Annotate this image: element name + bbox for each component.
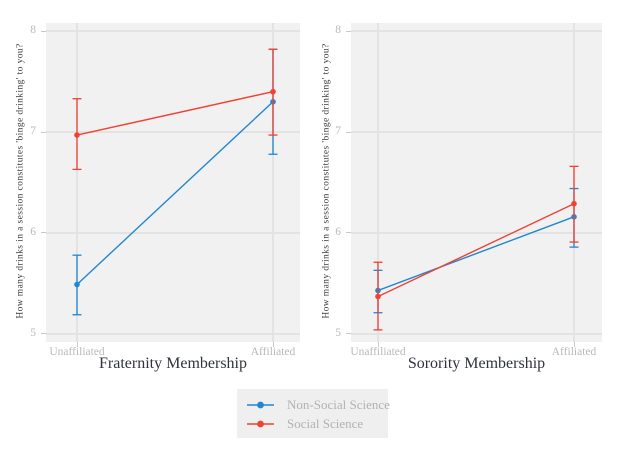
plot-panel-fraternity (46, 23, 300, 342)
x-tick-label: Unaffiliated (49, 346, 105, 358)
y-tick-label: 8 (30, 24, 36, 37)
y-tick-mark (41, 131, 46, 133)
plot-svg (72, 48, 278, 316)
gridline-h (351, 30, 602, 33)
x-tick-mark (76, 342, 78, 347)
x-tick-mark (377, 342, 379, 347)
series-line (76, 90, 274, 136)
x-tick-label: Affiliated (551, 346, 597, 358)
y-tick-mark (346, 232, 351, 234)
gridline-v (76, 23, 78, 342)
data-point (571, 200, 577, 207)
plot-svg (373, 165, 579, 331)
y-tick-label: 7 (335, 125, 341, 138)
y-tick-label: 5 (30, 326, 36, 339)
gridline-h (46, 332, 300, 335)
y-tick-label: 7 (30, 125, 36, 138)
y-tick-mark (346, 333, 351, 335)
y-axis-title-fraternity: How many drinks in a session constitutes… (15, 43, 26, 319)
x-axis-title-sorority: Sorority Membership (407, 355, 546, 372)
y-tick-mark (346, 131, 351, 133)
gridline-v (272, 23, 274, 342)
series-social-science (72, 48, 278, 171)
series-line (377, 203, 575, 298)
data-point (74, 132, 80, 138)
gridline-h (351, 332, 602, 335)
x-axis-title-fraternity: Fraternity Membership (99, 355, 247, 372)
series-line (76, 101, 274, 285)
legend-key-icon (247, 401, 274, 409)
gridline-h (46, 131, 300, 134)
y-tick-label: 5 (335, 326, 341, 339)
legend-label: Non-Social Science (287, 397, 390, 412)
gridline-h (46, 30, 300, 33)
y-tick-mark (41, 232, 46, 234)
y-tick-label: 6 (30, 225, 36, 238)
x-tick-mark (573, 342, 575, 347)
legend-entry: Non-Social Science (237, 395, 390, 415)
y-tick-label: 6 (335, 225, 341, 238)
y-tick-mark (346, 30, 351, 32)
legend-entry: Social Science (237, 414, 388, 434)
gridline-h (351, 231, 602, 234)
legend-key-icon (247, 420, 274, 428)
x-tick-label: Affiliated (250, 346, 296, 358)
series-social-science (373, 165, 579, 331)
data-point (375, 293, 381, 300)
y-axis-title-sorority: How many drinks in a session constitutes… (321, 43, 332, 319)
series-non-social-science (72, 48, 278, 316)
x-tick-mark (272, 342, 274, 347)
x-tick-label: Unaffiliated (350, 346, 406, 358)
data-point (270, 88, 276, 95)
plot-panel-sorority (351, 23, 602, 342)
y-tick-mark (41, 333, 46, 335)
legend: Non-Social Science Social Science (237, 389, 390, 438)
y-tick-mark (41, 30, 46, 32)
gridline-h (46, 231, 300, 234)
legend-label: Social Science (287, 416, 364, 431)
gridline-v (377, 23, 379, 342)
y-tick-label: 8 (335, 24, 341, 37)
gridline-h (351, 131, 602, 134)
data-point (74, 281, 80, 288)
series-line (377, 216, 575, 292)
